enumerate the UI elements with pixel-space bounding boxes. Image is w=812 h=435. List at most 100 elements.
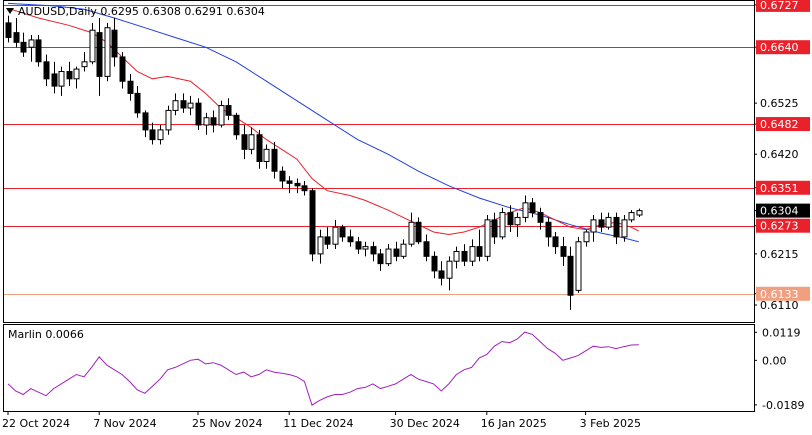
candle-9[interactable]	[73, 66, 80, 89]
candle-33[interactable]	[256, 129, 263, 169]
candle-30[interactable]	[233, 112, 240, 140]
candle-19[interactable]	[149, 122, 156, 145]
candle-body	[149, 129, 156, 141]
candle-6[interactable]	[51, 61, 58, 94]
level-label: 0.6640	[760, 41, 799, 54]
candle-body	[377, 253, 384, 265]
candle-71[interactable]	[545, 217, 552, 247]
candle-2[interactable]	[20, 32, 27, 57]
candle-35[interactable]	[271, 142, 278, 179]
candle-41[interactable]	[317, 229, 324, 264]
candle-66[interactable]	[507, 205, 514, 233]
candle-62[interactable]	[476, 229, 483, 262]
candle-76[interactable]	[583, 229, 590, 247]
candle-51[interactable]	[393, 241, 400, 262]
candle-body	[491, 219, 498, 238]
candle-67[interactable]	[514, 212, 521, 237]
candle-18[interactable]	[142, 110, 149, 138]
candle-58[interactable]	[446, 256, 453, 291]
candle-47[interactable]	[362, 241, 369, 257]
candle-7[interactable]	[58, 66, 65, 96]
candle-49[interactable]	[377, 249, 384, 271]
candle-body	[453, 250, 460, 262]
candle-17[interactable]	[134, 86, 141, 118]
candle-21[interactable]	[165, 105, 172, 135]
candle-29[interactable]	[225, 98, 232, 121]
candle-55[interactable]	[423, 234, 430, 262]
candle-23[interactable]	[180, 93, 187, 113]
candle-68[interactable]	[522, 195, 529, 223]
candle-37[interactable]	[286, 176, 293, 194]
candle-45[interactable]	[347, 229, 354, 247]
candle-39[interactable]	[301, 180, 308, 196]
candle-body	[309, 190, 316, 255]
candle-73[interactable]	[560, 236, 567, 267]
candle-60[interactable]	[461, 244, 468, 267]
candle-4[interactable]	[35, 35, 42, 67]
level-badge	[756, 286, 810, 301]
candle-56[interactable]	[431, 251, 438, 279]
candle-72[interactable]	[552, 232, 559, 254]
candle-body	[370, 246, 377, 255]
collapse-triangle-icon[interactable]	[6, 8, 14, 14]
candle-78[interactable]	[598, 212, 605, 233]
candle-3[interactable]	[28, 35, 35, 62]
candle-5[interactable]	[43, 54, 50, 87]
candle-12[interactable]	[96, 18, 103, 96]
candle-31[interactable]	[241, 125, 248, 160]
candle-40[interactable]	[309, 188, 316, 262]
candle-15[interactable]	[119, 52, 126, 89]
candle-70[interactable]	[537, 207, 544, 230]
level-badge	[756, 0, 810, 12]
candle-8[interactable]	[66, 61, 73, 87]
candle-1[interactable]	[13, 18, 20, 48]
candle-10[interactable]	[81, 52, 88, 72]
candle-13[interactable]	[104, 22, 111, 82]
candle-42[interactable]	[324, 227, 331, 250]
candle-26[interactable]	[203, 112, 210, 135]
candle-32[interactable]	[248, 127, 255, 155]
candle-28[interactable]	[218, 100, 225, 128]
candle-46[interactable]	[355, 236, 362, 254]
candle-52[interactable]	[400, 239, 407, 259]
candle-34[interactable]	[263, 144, 270, 169]
candle-16[interactable]	[127, 73, 134, 101]
candle-79[interactable]	[605, 212, 612, 230]
candle-65[interactable]	[499, 207, 506, 240]
candle-14[interactable]	[111, 18, 118, 67]
candle-body	[621, 219, 628, 238]
candle-11[interactable]	[89, 22, 96, 65]
candle-43[interactable]	[332, 219, 339, 250]
candle-82[interactable]	[628, 210, 635, 223]
candle-body	[469, 246, 476, 262]
candle-38[interactable]	[294, 178, 301, 194]
candle-61[interactable]	[469, 239, 476, 267]
candle-75[interactable]	[575, 236, 582, 293]
candle-body	[111, 29, 118, 58]
candle-44[interactable]	[339, 224, 346, 242]
candle-53[interactable]	[408, 212, 415, 247]
candle-64[interactable]	[491, 212, 498, 245]
candle-80[interactable]	[613, 212, 620, 245]
candle-22[interactable]	[172, 93, 179, 116]
candle-24[interactable]	[187, 95, 194, 116]
candle-74[interactable]	[567, 246, 574, 310]
candle-48[interactable]	[370, 241, 377, 262]
candle-36[interactable]	[279, 166, 286, 189]
candle-50[interactable]	[385, 244, 392, 267]
candle-83[interactable]	[636, 208, 643, 217]
candle-27[interactable]	[210, 110, 217, 133]
candle-0[interactable]	[5, 15, 12, 43]
candle-54[interactable]	[415, 217, 422, 245]
candle-77[interactable]	[590, 215, 597, 242]
candle-69[interactable]	[529, 197, 536, 218]
candle-body	[484, 219, 491, 257]
candle-63[interactable]	[484, 215, 491, 262]
candle-20[interactable]	[157, 125, 164, 145]
candle-body	[332, 226, 339, 245]
time-axis: 22 Oct 2024 7 Nov 2024 25 Nov 2024 11 Dec 2…	[2, 411, 641, 430]
candle-57[interactable]	[438, 261, 445, 286]
candle-25[interactable]	[195, 98, 202, 130]
candle-59[interactable]	[453, 246, 460, 269]
candle-81[interactable]	[621, 215, 628, 242]
